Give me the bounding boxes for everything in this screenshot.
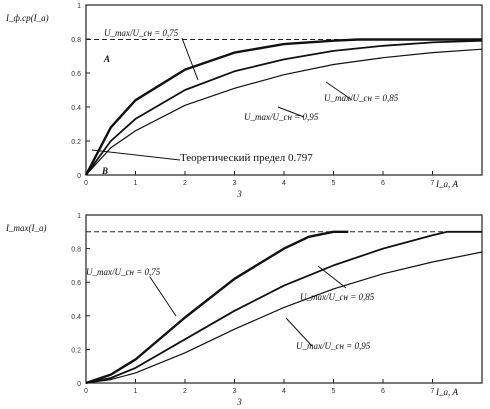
lower-series-line-3 [85,251,483,384]
lower-y-tick-label: 0.6 [71,280,81,287]
lower-x-tick-label: 3 [233,388,237,395]
reference-note: Теоретический предел 0.797 [180,152,313,164]
point-label-b: B [101,166,108,176]
upper-y-tick-label: 1 [77,3,81,10]
upper-series-label-3: U_max/U_сн = 0,95 [244,112,319,122]
upper-y-tick-label: 0.6 [71,71,81,78]
lower-y-tick-label: 0.8 [71,247,81,254]
upper-y-tick-label: 0.8 [71,37,81,44]
upper-series-label-1: U_max/U_сн = 0,75 [104,28,179,38]
upper-series-line-1 [84,38,482,176]
upper-y-tick-label: 0.2 [71,139,81,146]
lower-x-tick-label: 7 [431,388,435,395]
lower-series-line-2 [85,230,482,384]
upper-x-tick-label: 4 [282,180,286,187]
lower-series-leader-1 [149,276,177,317]
upper-series-leader-3 [277,106,305,118]
lower-x-tick-label: 0 [84,388,88,395]
lower-y-tick-label: 1 [77,213,81,220]
lower-x-tick-label: 4 [282,388,286,395]
lower-x-tick-label: 5 [332,388,336,395]
lower-series-label-2: U_max/U_сн = 0,85 [300,292,375,302]
lower-x-marker-label: 3 [236,397,242,407]
upper-x-tick-label: 0 [84,180,88,187]
upper-x-axis-label: I_а, A [435,179,458,189]
lower-x-axis-label: I_а, A [435,387,458,397]
lower-series-label-1: U_max/U_сн = 0,75 [86,267,161,277]
upper-x-tick-label: 6 [381,180,385,187]
lower-series-label-3: U_max/U_сн = 0,95 [296,341,371,351]
lower-y-tick-label: 0 [77,381,81,388]
reference-leader [91,149,181,161]
upper-series-leader-1 [181,37,199,81]
point-label-a: A [103,54,110,64]
lower-x-tick-label: 1 [134,388,138,395]
upper-x-tick-label: 3 [233,180,237,187]
lower-x-tick-label: 2 [183,388,187,395]
upper-x-marker-label: 3 [236,189,242,199]
upper-x-tick-label: 2 [183,180,187,187]
upper-y-tick-label: 0.4 [71,105,81,112]
upper-x-tick-label: 5 [332,180,336,187]
lower-x-tick-label: 6 [381,388,385,395]
lower-series-leader-2 [317,265,347,289]
lower-series-leader-3 [285,317,313,347]
upper-x-tick-label: 1 [134,180,138,187]
upper-y-tick-label: 0 [77,173,81,180]
upper-y-axis-label: I_ф.ср(I_а) [5,13,49,23]
upper-series-label-2: U_max/U_сн = 0,85 [324,93,399,103]
upper-series-line-2 [85,39,483,176]
upper-series-line-3 [85,48,483,176]
lower-plot-frame [85,214,483,384]
lower-y-axis-label: I_max(I_а) [5,223,46,233]
lower-y-tick-label: 0.2 [71,347,81,354]
lower-y-tick-label: 0.4 [71,314,81,321]
upper-series-leader-2 [325,81,353,101]
upper-x-tick-label: 7 [431,180,435,187]
lower-series-line-1 [85,230,349,385]
